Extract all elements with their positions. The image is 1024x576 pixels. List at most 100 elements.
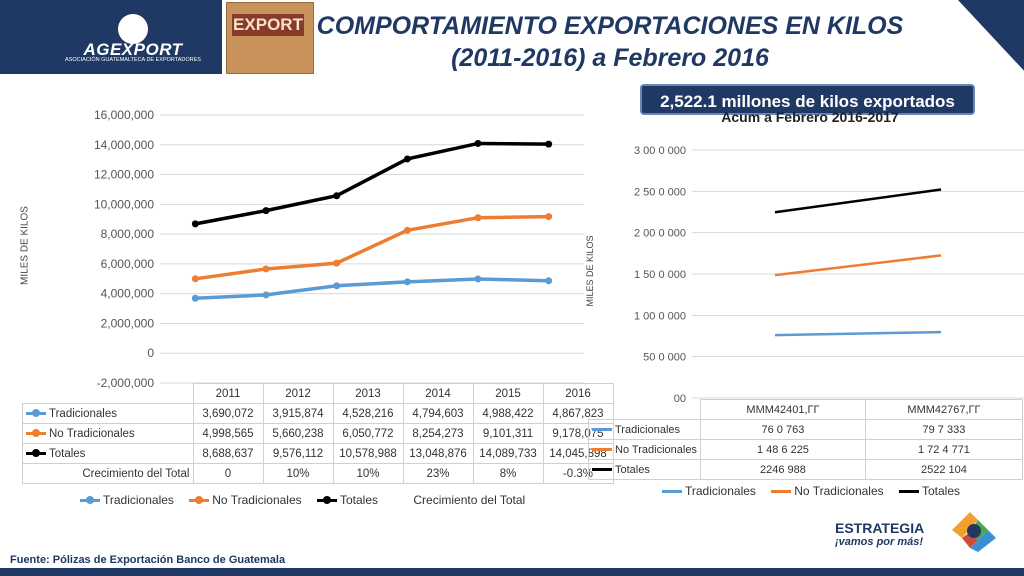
logo-text: AGEXPORT: [83, 40, 183, 59]
legend-item: Totales: [317, 493, 378, 507]
table-row: Tradicionales 76 0 763 79 7 333: [588, 419, 1023, 440]
data-point: [333, 259, 341, 267]
slide-title-line1: COMPORTAMIENTO EXPORTACIONES EN KILOS: [316, 12, 904, 40]
right-data-table: MMM42401,ГГ MMM42767,ГГ Tradicionales 76…: [588, 399, 1023, 480]
table-cell: 76 0 763: [699, 419, 866, 440]
table-cell: 3,915,874: [262, 403, 334, 424]
data-point: [403, 155, 411, 163]
row-label: Tradicionales: [22, 403, 194, 424]
series-line: [195, 277, 549, 301]
legend-key-icon: [317, 496, 337, 505]
y-tick-label: 14,000,000: [94, 138, 154, 152]
table-row: Totales 2246 988 2522 104: [588, 459, 1023, 480]
data-point: [474, 214, 482, 222]
corner-decoration: [958, 0, 1024, 75]
estrategia-logo-icon: [952, 512, 996, 552]
table-cell: 4,988,422: [472, 403, 544, 424]
legend-item: No Tradicionales: [189, 493, 302, 507]
data-point: [333, 282, 341, 290]
table-cell: 0: [192, 463, 264, 484]
table-row: No Tradicionales 4,998,565 5,660,238 6,0…: [22, 423, 614, 444]
table-header-row: MMM42401,ГГ MMM42767,ГГ: [588, 399, 1023, 420]
table-cell: 1 72 4 771: [864, 439, 1023, 460]
series-line: [774, 254, 942, 277]
y-tick-label: 1 50 0 000: [634, 269, 686, 281]
table-header-cell: MMM42401,ГГ: [699, 399, 866, 420]
series-key-icon: [592, 448, 612, 452]
y-tick-label: 4,000,000: [101, 287, 155, 301]
table-cell: 8,688,637: [192, 443, 264, 464]
agexport-logo: [0, 0, 222, 74]
table-cell: 9,576,112: [262, 443, 334, 464]
legend-item: Crecimiento del Total: [413, 493, 526, 507]
source-note: Fuente: Pólizas de Exportación Banco de …: [10, 554, 286, 566]
table-cell: 14,089,733: [472, 443, 544, 464]
table-corner: [588, 399, 701, 420]
y-tick-label: 10,000,000: [94, 197, 154, 211]
series-key-icon: [26, 428, 46, 437]
table-cell: 5,660,238: [262, 423, 334, 444]
legend-key-icon: [80, 496, 100, 505]
series-key-icon: [26, 448, 46, 457]
table-cell: 10%: [262, 463, 334, 484]
table-header-cell: 2015: [472, 383, 544, 404]
legend-item: Totales: [899, 484, 960, 498]
legend-key-icon: [771, 490, 792, 494]
table-header-cell: MMM42767,ГГ: [864, 399, 1023, 420]
data-point: [474, 139, 482, 147]
legend-item: Tradicionales: [662, 484, 756, 498]
table-cell: 13,048,876: [402, 443, 474, 464]
data-point: [262, 207, 270, 215]
y-tick-label: 0: [147, 346, 154, 360]
table-cell: 10%: [332, 463, 404, 484]
table-cell: 23%: [402, 463, 474, 484]
y-tick-label: 2 00 0 000: [634, 228, 686, 240]
legend-key-icon: [189, 496, 210, 505]
right-chart-title: Acum a Febrero 2016-2017: [721, 109, 899, 125]
table-row: Totales 8,688,637 9,576,112 10,578,988 1…: [22, 443, 614, 464]
left-data-table: 2011 2012 2013 2014 2015 2016 Tradiciona…: [22, 383, 614, 484]
data-point: [403, 226, 411, 234]
table-row: Crecimiento del Total 0 10% 10% 23% 8% -…: [22, 463, 614, 484]
agexport-emblem-icon: [118, 14, 148, 44]
y-tick-label: 8,000,000: [101, 227, 155, 241]
legend-key-icon: [899, 490, 919, 494]
legend-item: No Tradicionales: [771, 484, 884, 498]
estrategia-slogan: ¡vamos por más!: [835, 536, 924, 548]
table-cell: 2522 104: [864, 459, 1023, 480]
legend-item: Tradicionales: [80, 493, 174, 507]
data-point: [474, 275, 482, 283]
y-tick-label: 2 50 0 000: [634, 186, 686, 198]
left-chart-legend: Tradicionales No Tradicionales Totales C…: [80, 493, 580, 507]
series-line: [195, 141, 549, 226]
row-label: No Tradicionales: [588, 439, 701, 460]
row-label: No Tradicionales: [22, 423, 194, 444]
y-tick-label: 1 00 0 000: [634, 310, 686, 322]
logo-subtitle: ASOCIACIÓN GUATEMALTECA DE EXPORTADORES: [65, 57, 201, 63]
table-header-cell: 2011: [192, 383, 264, 404]
row-label: Totales: [588, 459, 701, 480]
table-cell: 4,528,216: [332, 403, 404, 424]
y-tick-label: 12,000,000: [94, 168, 154, 182]
table-cell: 9,101,311: [472, 423, 544, 444]
footer-bar: [0, 568, 1024, 576]
table-cell: 10,578,988: [332, 443, 404, 464]
table-cell: 2246 988: [699, 459, 866, 480]
data-point: [191, 294, 199, 302]
right-chart-legend: Tradicionales No Tradicionales Totales: [662, 484, 992, 498]
series-key-icon: [26, 408, 46, 417]
y-tick-label: 3 00 0 000: [634, 145, 686, 157]
slide-title-line2: (2011-2016) a Febrero 2016: [451, 44, 769, 72]
row-label: Tradicionales: [588, 419, 701, 440]
table-row: Tradicionales 3,690,072 3,915,874 4,528,…: [22, 403, 614, 424]
table-cell: 3,690,072: [192, 403, 264, 424]
table-cell: 6,050,772: [332, 423, 404, 444]
table-header-row: 2011 2012 2013 2014 2015 2016: [22, 383, 614, 404]
data-point: [262, 291, 270, 299]
y-tick-label: 16,000,000: [94, 108, 154, 122]
table-header-cell: 2012: [262, 383, 334, 404]
data-point: [191, 275, 199, 283]
data-point: [545, 140, 553, 148]
table-cell: 8%: [472, 463, 544, 484]
callout-banner: 2,522.1 millones de kilos exportados: [640, 84, 975, 115]
